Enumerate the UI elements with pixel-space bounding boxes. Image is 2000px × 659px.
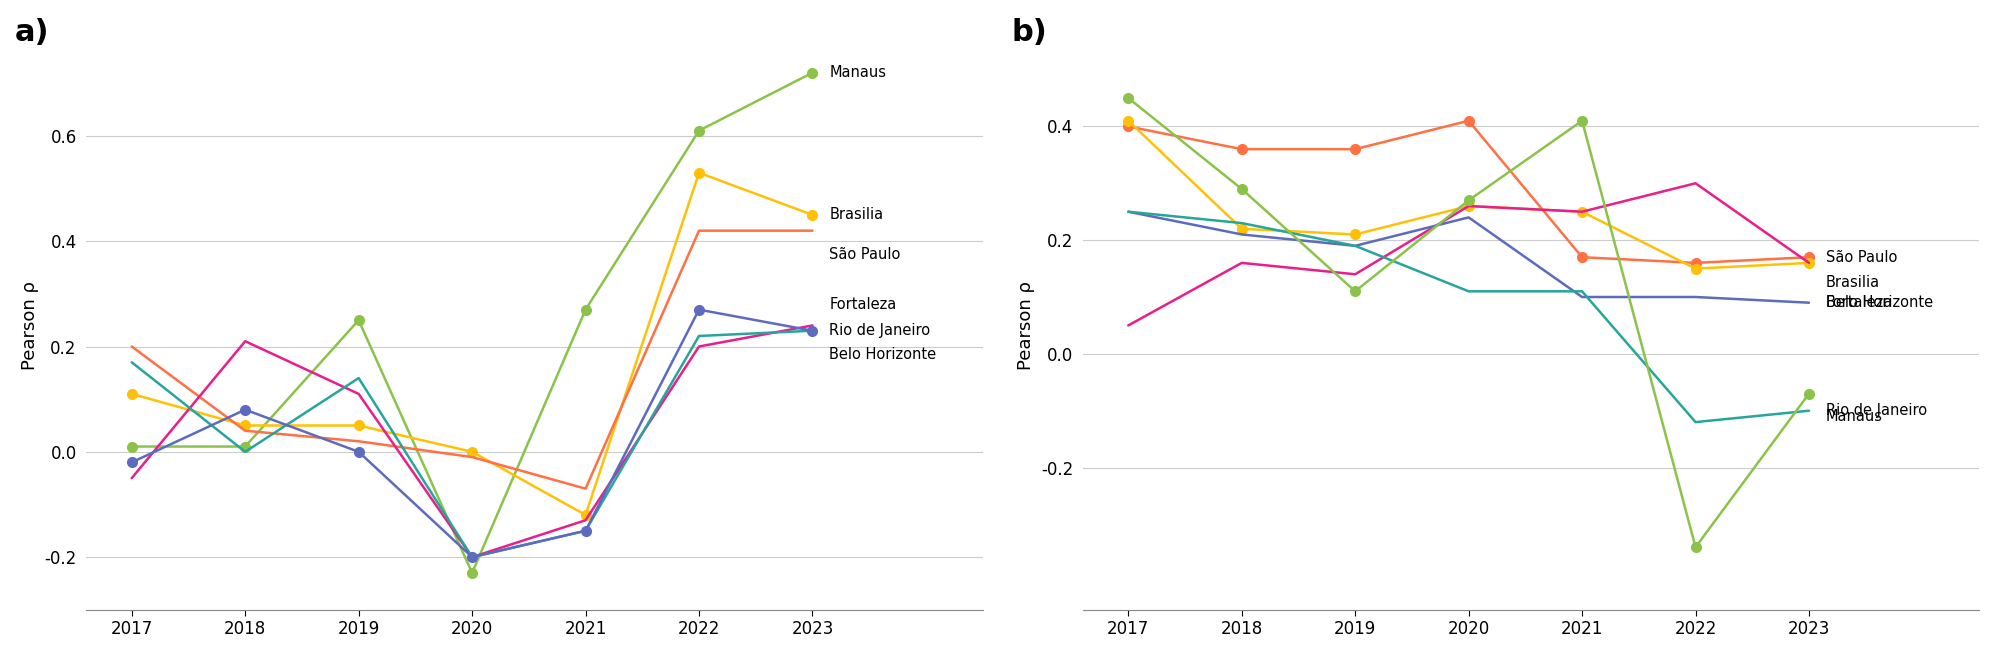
Text: Belo Horizonte: Belo Horizonte [1826,295,1934,310]
Text: Rio de Janeiro: Rio de Janeiro [830,323,930,338]
Text: Brasilia: Brasilia [830,208,884,222]
Text: Belo Horizonte: Belo Horizonte [830,347,936,362]
Text: São Paulo: São Paulo [1826,250,1898,265]
Y-axis label: Pearson ρ: Pearson ρ [20,281,38,370]
Y-axis label: Pearson ρ: Pearson ρ [1018,281,1036,370]
Text: Fortaleza: Fortaleza [1826,295,1894,310]
Text: a): a) [14,18,50,47]
Text: Manaus: Manaus [1826,409,1884,424]
Text: Fortaleza: Fortaleza [830,297,896,312]
Text: Rio de Janeiro: Rio de Janeiro [1826,403,1928,418]
Text: São Paulo: São Paulo [830,247,900,262]
Text: b): b) [1012,18,1046,47]
Text: Brasilia: Brasilia [1826,275,1880,291]
Text: Manaus: Manaus [830,65,886,80]
